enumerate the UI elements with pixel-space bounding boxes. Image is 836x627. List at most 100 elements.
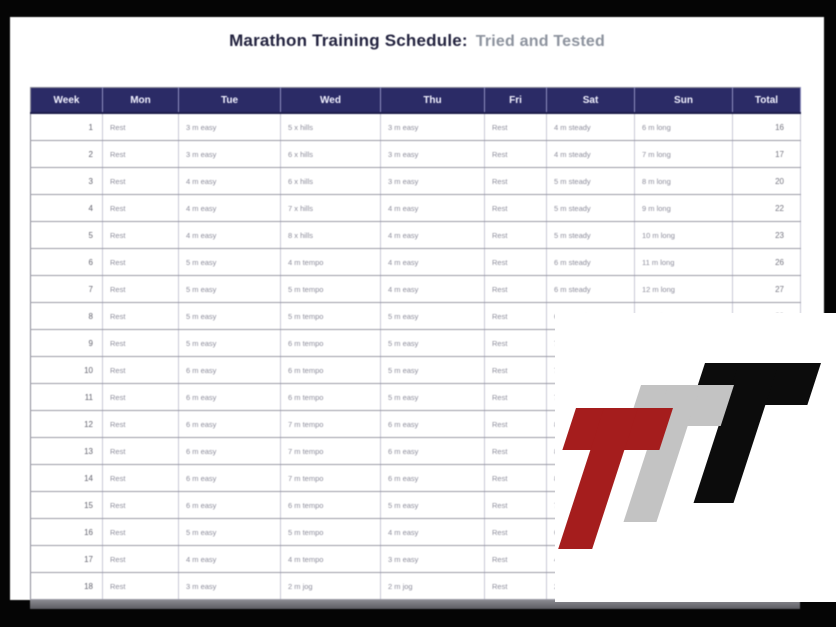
table-cell: 6 m easy [380,464,485,492]
table-cell: 4 m easy [380,194,485,222]
table-cell: 5 m tempo [280,275,381,303]
table-cell: 5 m easy [178,518,281,546]
table-cell: 6 m tempo [280,491,381,519]
table-cell: 5 m tempo [280,518,381,546]
table-row: 2 Rest 3 m easy 6 x hills 3 m easy Rest 4 m st… [30,140,801,168]
table-cell: 4 m easy [380,275,485,303]
table-cell: Rest [484,302,547,330]
table-cell: 5 m easy [380,302,485,330]
table-cell: 6 m tempo [280,329,381,357]
table-cell: 17 [732,140,801,168]
table-cell: 5 m steady [546,221,635,249]
table-cell: Rest [102,437,179,465]
table-row: 4 Rest 4 m easy 7 x hills 4 m easy Rest 5 m st… [30,194,801,222]
table-cell: 6 [30,248,103,276]
table-cell: Rest [484,329,547,357]
table-row: 5 Rest 4 m easy 8 x hills 4 m easy Rest 5 m st… [30,221,801,249]
table-cell: 16 [732,113,801,141]
table-cell: 4 m easy [380,248,485,276]
table-cell: 4 m easy [380,221,485,249]
table-cell: Rest [102,545,179,573]
table-cell: Rest [484,140,547,168]
table-cell: 11 m long [634,248,733,276]
table-cell: 7 m tempo [280,464,381,492]
table-row: 1 Rest 3 m easy 5 x hills 3 m easy Rest 4 m st… [30,113,801,141]
table-cell: 6 m easy [178,464,281,492]
table-cell: 15 [30,491,103,519]
table-cell: 5 m easy [178,248,281,276]
table-cell: Rest [484,383,547,411]
table-cell: 5 m easy [178,275,281,303]
table-cell: Rest [484,113,547,141]
table-cell: 6 m steady [546,248,635,276]
table-cell: Rest [102,140,179,168]
table-cell: 12 [30,410,103,438]
table-cell: 9 m long [634,194,733,222]
table-cell: 3 m easy [178,140,281,168]
column-header: Mon [102,87,179,114]
table-cell: 20 [732,167,801,195]
table-cell: Rest [102,329,179,357]
table-cell: 3 m easy [178,572,281,600]
table-cell: 12 m long [634,275,733,303]
table-cell: 6 m easy [178,410,281,438]
table-cell: 4 m steady [546,140,635,168]
table-cell: 1 [30,113,103,141]
table-cell: 5 m easy [178,302,281,330]
table-cell: 22 [732,194,801,222]
table-cell: 6 m tempo [280,356,381,384]
table-cell: 4 m easy [178,545,281,573]
table-cell: Rest [484,572,547,600]
table-cell: 5 [30,221,103,249]
table-cell: Rest [484,437,547,465]
table-cell: 13 [30,437,103,465]
table-cell: 6 m long [634,113,733,141]
column-header: Total [732,87,801,114]
table-cell: Rest [102,383,179,411]
table-cell: Rest [484,221,547,249]
table-cell: 5 m easy [380,329,485,357]
table-cell: Rest [102,491,179,519]
table-cell: Rest [102,275,179,303]
table-cell: 23 [732,221,801,249]
title-sub: Tried and Tested [475,33,605,50]
table-cell: 6 x hills [280,140,381,168]
table-cell: 5 m easy [380,491,485,519]
table-cell: Rest [102,194,179,222]
table-cell: Rest [102,302,179,330]
table-cell: Rest [102,464,179,492]
table-cell: 5 m easy [178,329,281,357]
table-cell: Rest [102,113,179,141]
table-cell: Rest [484,275,547,303]
table-cell: 8 x hills [280,221,381,249]
table-cell: 7 m tempo [280,437,381,465]
table-cell: 3 m easy [380,140,485,168]
table-cell: 2 [30,140,103,168]
table-cell: 6 m tempo [280,383,381,411]
table-cell: Rest [102,518,179,546]
table-cell: 5 m steady [546,194,635,222]
table-cell: 5 m easy [380,383,485,411]
table-cell: Rest [102,410,179,438]
table-cell: 11 [30,383,103,411]
table-cell: 2 m jog [380,572,485,600]
table-cell: 7 x hills [280,194,381,222]
column-header: Thu [380,87,485,114]
table-cell: 6 m easy [178,356,281,384]
table-cell: Rest [102,167,179,195]
table-cell: 26 [732,248,801,276]
table-bottom-border [30,600,800,609]
table-cell: Rest [484,194,547,222]
table-cell: Rest [484,248,547,276]
column-header: Sun [634,87,733,114]
table-cell: 8 [30,302,103,330]
table-cell: 5 x hills [280,113,381,141]
table-cell: 8 m long [634,167,733,195]
table-cell: 9 [30,329,103,357]
column-header: Week [30,87,103,114]
table-cell: 7 m tempo [280,410,381,438]
table-cell: 3 m easy [380,545,485,573]
table-cell: 6 m steady [546,275,635,303]
table-cell: 5 m steady [546,167,635,195]
table-cell: Rest [484,410,547,438]
